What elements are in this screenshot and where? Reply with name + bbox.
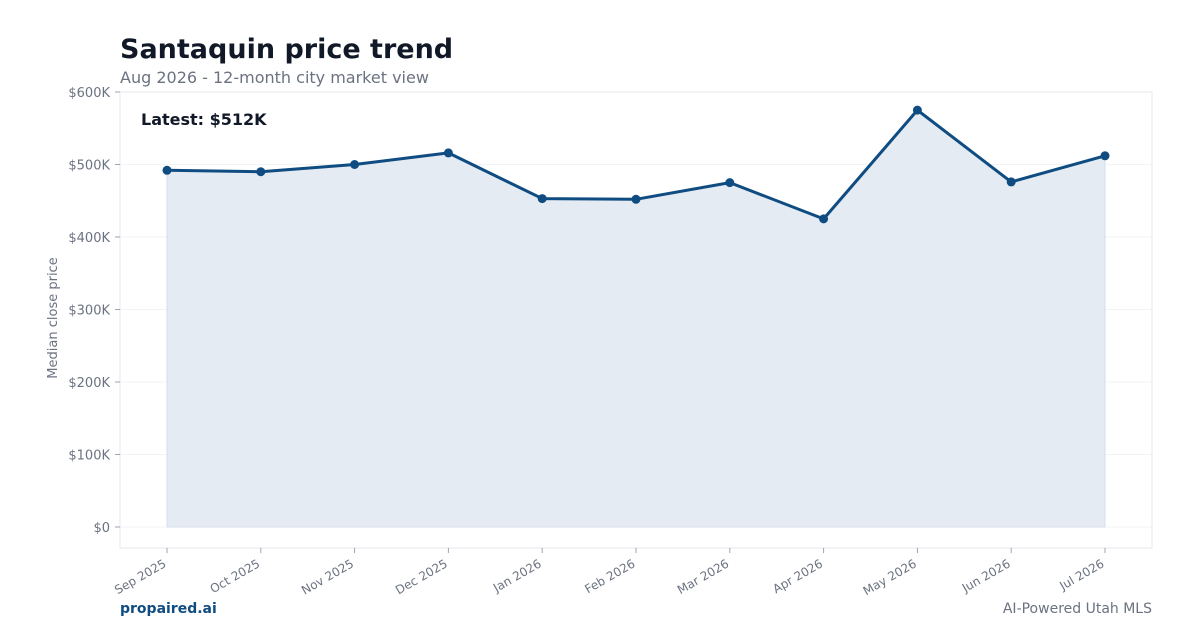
x-tick-label: Jul 2026 <box>1056 556 1106 593</box>
y-tick-label: $300K <box>68 304 110 319</box>
data-point <box>725 178 735 188</box>
x-tick-label: Oct 2025 <box>208 556 263 596</box>
data-point <box>256 167 266 177</box>
data-point <box>443 148 453 158</box>
x-tick-label: Mar 2026 <box>675 556 731 597</box>
data-point <box>537 194 547 204</box>
y-tick-label: $500K <box>68 159 110 174</box>
data-point <box>819 214 829 224</box>
data-point <box>912 105 922 115</box>
data-point <box>1100 151 1110 161</box>
x-tick-label: Jun 2026 <box>959 556 1013 595</box>
y-axis-ticks: $0 $100K $200K $300K $400K $500K $600K <box>68 86 120 536</box>
data-point <box>162 165 172 175</box>
x-axis-ticks: Sep 2025 Oct 2025 Nov 2025 Dec 2025 Jan 2026… <box>112 548 1107 598</box>
brand-name: propaired.ai <box>120 601 217 617</box>
x-tick-label: Apr 2026 <box>770 556 825 596</box>
chart-title: Santaquin price trend <box>120 34 454 65</box>
data-point <box>1006 177 1016 187</box>
x-tick-label: May 2026 <box>861 556 919 598</box>
data-point <box>631 194 641 204</box>
x-tick-label: Nov 2025 <box>299 556 356 597</box>
data-points <box>162 105 1110 224</box>
brand-tagline: AI-Powered Utah MLS <box>1002 601 1152 617</box>
y-tick-label: $400K <box>68 231 110 246</box>
y-axis-label: Median close price <box>46 257 61 378</box>
y-tick-label: $0 <box>93 521 110 536</box>
y-tick-label: $100K <box>68 449 110 464</box>
x-tick-label: Feb 2026 <box>582 556 637 596</box>
latest-annotation: Latest: $512K <box>141 110 267 129</box>
y-tick-label: $200K <box>68 376 110 391</box>
y-tick-label: $600K <box>68 86 110 101</box>
x-tick-label: Dec 2025 <box>393 556 450 597</box>
data-point <box>350 160 360 169</box>
chart-subtitle: Aug 2026 - 12-month city market view <box>120 68 429 87</box>
x-tick-label: Jan 2026 <box>490 556 544 595</box>
x-tick-label: Sep 2025 <box>112 556 168 597</box>
area-fill <box>166 109 1106 528</box>
